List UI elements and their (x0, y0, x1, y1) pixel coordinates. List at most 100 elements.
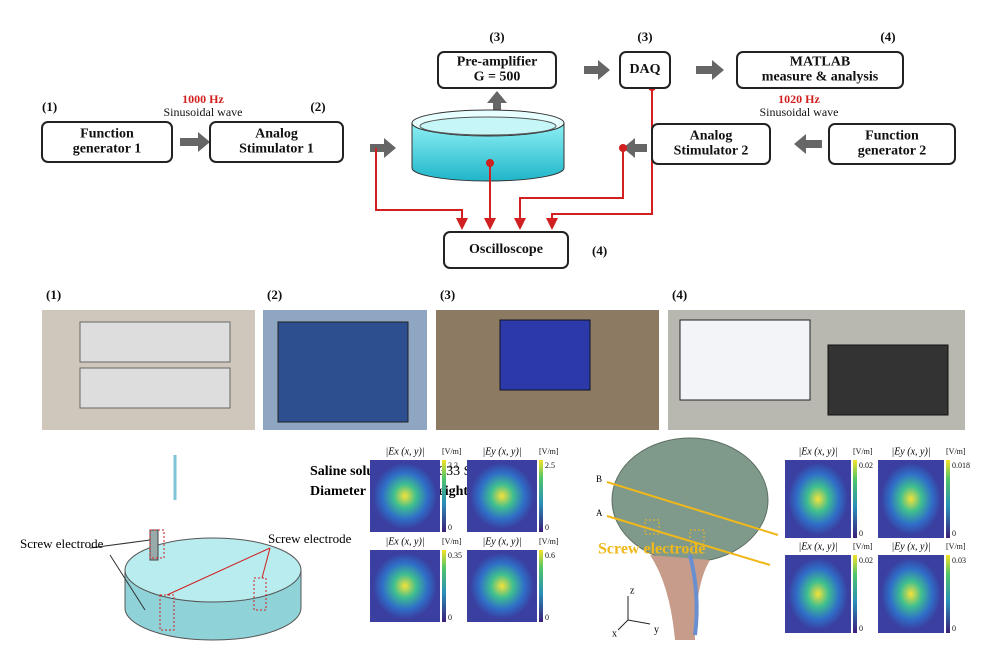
map-unit: [V/m] (853, 447, 873, 456)
colorbar (442, 460, 446, 532)
node-box (443, 231, 569, 269)
field-map (881, 463, 941, 535)
node-number: (4) (592, 243, 607, 258)
map-unit: [V/m] (442, 447, 462, 456)
map-unit: [V/m] (946, 542, 966, 551)
colorbar-min: 0 (859, 624, 863, 633)
electrode-label: Screw electrode (268, 531, 352, 546)
map-title: |Ex (x, y)| (385, 536, 424, 547)
colorbar (853, 555, 857, 633)
field-map (373, 553, 437, 619)
node-label: Stimulator 1 (239, 142, 314, 157)
node-box (736, 51, 904, 89)
photo-label: (1) (46, 287, 61, 302)
node-number: (2) (310, 99, 325, 114)
saline-dish (411, 109, 565, 182)
instrument (277, 321, 409, 423)
map-title: |Ex (x, y)| (385, 446, 424, 457)
node-label: generator 2 (858, 144, 927, 159)
map-title: |Ex (x, y)| (798, 541, 837, 552)
electrode-label: Screw electrode (20, 536, 104, 551)
map-title: |Ey (x, y)| (891, 446, 930, 457)
node-number: (4) (880, 29, 895, 44)
node-number: (3) (637, 29, 652, 44)
node-label: Analog (690, 129, 733, 144)
map-unit: [V/m] (853, 542, 873, 551)
colorbar-min: 0 (448, 613, 452, 622)
axis-label: y (654, 624, 659, 635)
instrument (79, 321, 231, 363)
field-map (788, 558, 848, 630)
instrument (827, 344, 949, 416)
node-box (828, 123, 956, 165)
node-label: Oscilloscope (469, 242, 543, 257)
node-number: (1) (42, 99, 57, 114)
line-label: B (596, 474, 602, 484)
colorbar (946, 555, 950, 633)
colorbar-min: 0 (952, 624, 956, 633)
map-unit: [V/m] (442, 537, 462, 546)
node-box (209, 121, 344, 163)
node-box (619, 51, 671, 89)
colorbar (539, 460, 543, 532)
signal-frequency: 1020 Hz (778, 92, 820, 106)
saline-part: Diameter (310, 484, 366, 499)
colorbar (442, 550, 446, 622)
signal-wave: Sinusoidal wave (760, 105, 839, 119)
instrument (679, 319, 811, 401)
colorbar-max: 0.03 (952, 556, 966, 565)
colorbar-min: 0 (545, 613, 549, 622)
colorbar-max: 0.018 (952, 461, 970, 470)
node-box (651, 123, 771, 165)
map-title: |Ex (x, y)| (798, 446, 837, 457)
node-label: generator 1 (73, 142, 142, 157)
photo-label: (3) (440, 287, 455, 302)
node-label: Pre-amplifier (457, 55, 538, 70)
map-title: |Ey (x, y)| (482, 446, 521, 457)
colorbar-min: 0 (952, 529, 956, 538)
instrument (499, 319, 591, 391)
map-unit: [V/m] (539, 537, 559, 546)
signal-frequency: 1000 Hz (182, 92, 224, 106)
node-label: Function (865, 129, 919, 144)
field-map (470, 553, 534, 619)
node-label: G = 500 (474, 70, 521, 85)
node-label: MATLAB (790, 55, 850, 70)
photo-label: (2) (267, 287, 282, 302)
line-label: A (596, 508, 603, 518)
axis-label: z (630, 585, 635, 596)
field-map (470, 463, 534, 529)
head-electrode-label: Screw electrode (598, 541, 705, 558)
node-label: Function (80, 127, 134, 142)
photo-label: (4) (672, 287, 687, 302)
colorbar-min: 0 (448, 523, 452, 532)
colorbar-max: 0.35 (448, 551, 462, 560)
colorbar (853, 460, 857, 538)
axis-label: x (612, 628, 617, 639)
flow-arrows (180, 60, 822, 158)
colorbar-max: 2.5 (545, 461, 555, 470)
node-label: measure & analysis (762, 70, 879, 85)
map-unit: [V/m] (946, 447, 966, 456)
colorbar-max: 3.3 (448, 461, 458, 470)
head-model (606, 437, 779, 640)
colorbar-min: 0 (859, 529, 863, 538)
node-box (41, 121, 173, 163)
colorbar-max: 0.02 (859, 556, 873, 565)
node-label: Analog (255, 127, 298, 142)
instrument (79, 367, 231, 409)
colorbar-min: 0 (545, 523, 549, 532)
node-box (437, 51, 557, 89)
node-label: DAQ (629, 62, 660, 77)
node-number: (3) (489, 29, 504, 44)
map-title: |Ey (x, y)| (482, 536, 521, 547)
field-map (788, 463, 848, 535)
map-unit: [V/m] (539, 447, 559, 456)
field-map (373, 463, 437, 529)
colorbar-max: 0.02 (859, 461, 873, 470)
colorbar (946, 460, 950, 538)
node-label: Stimulator 2 (674, 144, 749, 159)
colorbar-max: 0.6 (545, 551, 555, 560)
dish-model (89, 455, 302, 641)
